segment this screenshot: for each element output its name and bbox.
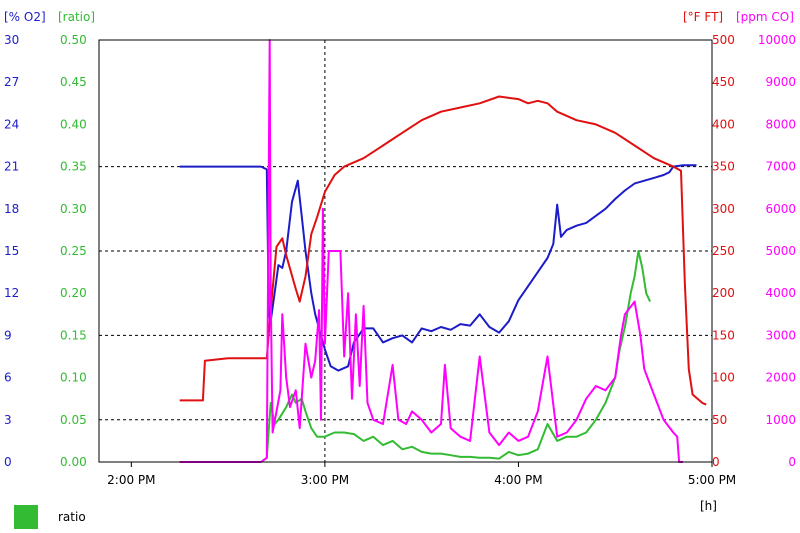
series-lines <box>179 39 707 463</box>
o2-unit-label: [% O2] <box>4 10 46 24</box>
plot-frame <box>98 39 713 463</box>
temp-tick-label: 500 <box>712 33 735 47</box>
o2-tick-label: 30 <box>4 33 19 47</box>
series-line-co <box>179 39 683 463</box>
ratio-tick-label: 0.00 <box>60 455 87 469</box>
o2-tick-label: 24 <box>4 117 19 131</box>
o2-tick-label: 12 <box>4 286 19 300</box>
o2-tick-label: 6 <box>4 371 12 385</box>
x-tick-label: 3:00 PM <box>301 473 349 487</box>
ratio-tick-label: 0.35 <box>60 160 87 174</box>
ratio-tick-label: 0.45 <box>60 75 87 89</box>
o2-tick-label: 21 <box>4 160 19 174</box>
x-tick-label: 5:00 PM <box>688 473 736 487</box>
temp-tick-label: 300 <box>712 202 735 216</box>
temp-tick-label: 400 <box>712 117 735 131</box>
x-unit-label: [h] <box>700 499 717 513</box>
co-unit-label: [ppm CO] <box>736 10 794 24</box>
temp-unit-label: [°F FT] <box>683 10 723 24</box>
co-tick-label: 3000 <box>765 328 796 342</box>
series-line-o2 <box>179 164 697 372</box>
co-tick-label: 9000 <box>765 75 796 89</box>
temp-tick-label: 250 <box>712 244 735 258</box>
ratio-tick-label: 0.20 <box>60 286 87 300</box>
legend-swatch-ratio <box>14 505 38 529</box>
o2-tick-label: 18 <box>4 202 19 216</box>
series-line-ratio <box>179 250 652 463</box>
o2-tick-label: 3 <box>4 413 12 427</box>
legend: ratio <box>14 505 86 529</box>
temp-tick-label: 200 <box>712 286 735 300</box>
ratio-tick-label: 0.40 <box>60 117 87 131</box>
co-tick-label: 4000 <box>765 286 796 300</box>
o2-tick-label: 0 <box>4 455 12 469</box>
ratio-tick-label: 0.05 <box>60 413 87 427</box>
co-tick-label: 7000 <box>765 160 796 174</box>
temp-tick-label: 150 <box>712 328 735 342</box>
ratio-tick-label: 0.50 <box>60 33 87 47</box>
co-tick-label: 5000 <box>765 244 796 258</box>
co-tick-label: 2000 <box>765 371 796 385</box>
ratio-tick-label: 0.30 <box>60 202 87 216</box>
o2-tick-label: 9 <box>4 328 12 342</box>
axes: 0 3 6 9 12 15 18 21 24 27 30 0.00 0.05 0.10 0.15 0.20 0.… <box>4 33 796 487</box>
axis-unit-labels: [% O2] [ratio] [°F FT] [ppm CO] [h] <box>4 10 794 513</box>
co-tick-label: 6000 <box>765 202 796 216</box>
legend-label-ratio: ratio <box>58 510 86 524</box>
temp-tick-label: 50 <box>712 413 727 427</box>
ratio-tick-label: 0.10 <box>60 371 87 385</box>
co-tick-label: 0 <box>788 455 796 469</box>
ratio-unit-label: [ratio] <box>58 10 95 24</box>
o2-tick-label: 15 <box>4 244 19 258</box>
series-line-temp <box>179 95 707 406</box>
ratio-tick-label: 0.15 <box>60 328 87 342</box>
co-tick-label: 8000 <box>765 117 796 131</box>
co-tick-label: 1000 <box>765 413 796 427</box>
o2-tick-label: 27 <box>4 75 19 89</box>
ratio-tick-label: 0.25 <box>60 244 87 258</box>
grid-lines <box>99 40 712 462</box>
temp-tick-label: 0 <box>712 455 720 469</box>
temp-tick-label: 100 <box>712 371 735 385</box>
co-tick-label: 10000 <box>758 33 796 47</box>
x-tick-label: 4:00 PM <box>494 473 542 487</box>
x-tick-label: 2:00 PM <box>107 473 155 487</box>
temp-tick-label: 450 <box>712 75 735 89</box>
temp-tick-label: 350 <box>712 160 735 174</box>
